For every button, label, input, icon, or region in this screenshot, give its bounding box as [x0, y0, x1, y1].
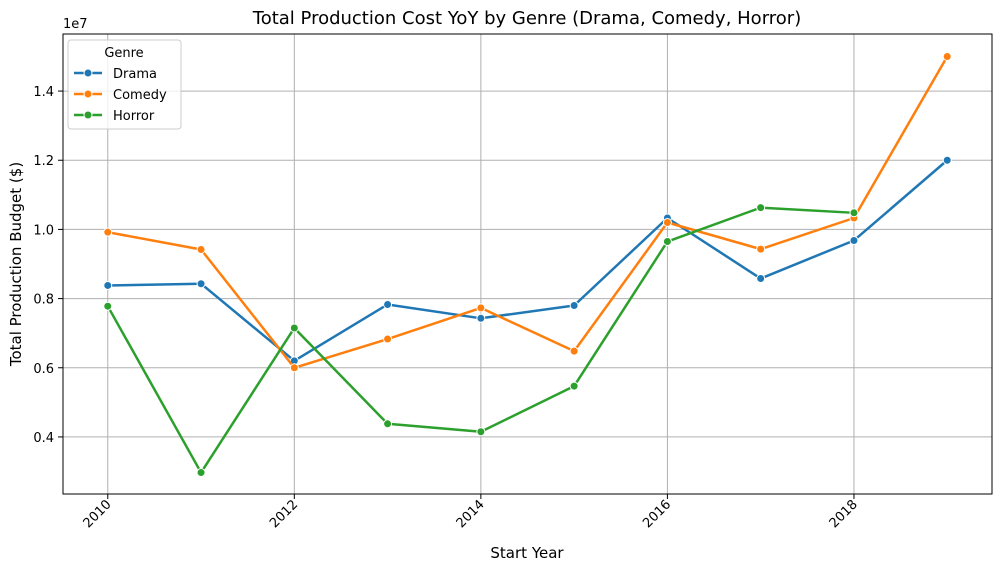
x-tick-label: 2018 [827, 497, 861, 531]
data-point-horror [849, 208, 859, 218]
x-tick-label: 2016 [640, 497, 674, 531]
y-tick-label: 0.4 [33, 431, 54, 446]
legend-marker-drama [83, 68, 93, 78]
series-lines [103, 51, 952, 478]
data-point-horror [476, 427, 486, 437]
data-point-drama [383, 299, 393, 309]
legend-title: Genre [104, 46, 143, 61]
chart-title: Total Production Cost YoY by Genre (Dram… [252, 8, 801, 29]
grid [63, 34, 992, 494]
data-point-comedy [103, 227, 113, 237]
legend-entry-comedy: Comedy [74, 88, 167, 103]
axis-ticks: 2010 2012 2014 2016 2018 0.4 0.6 0.8 1.0 1.2 1.4 [33, 85, 860, 531]
y-offset-label: 1e7 [63, 17, 88, 32]
data-point-comedy [569, 346, 579, 356]
y-tick-label: 0.6 [33, 362, 54, 377]
legend: Genre Drama Comedy Horror [67, 39, 182, 130]
legend-marker-comedy [83, 89, 93, 99]
x-tick-label: 2012 [267, 497, 301, 531]
data-point-drama [942, 155, 952, 165]
data-point-horror [383, 419, 393, 429]
x-axis-label: Start Year [490, 544, 564, 562]
x-tick-label: 2014 [454, 497, 488, 531]
data-point-horror [662, 237, 672, 247]
data-point-horror [569, 381, 579, 391]
data-point-comedy [476, 303, 486, 313]
data-point-comedy [289, 363, 299, 373]
plot-frame [62, 33, 993, 495]
data-point-comedy [383, 334, 393, 344]
data-point-comedy [662, 217, 672, 227]
legend-box [67, 39, 182, 130]
legend-label-comedy: Comedy [113, 88, 167, 103]
x-tick-label: 2010 [81, 497, 115, 531]
legend-label-drama: Drama [113, 67, 157, 82]
legend-marker-horror [83, 110, 93, 120]
data-point-drama [756, 274, 766, 284]
legend-entry-drama: Drama [74, 67, 157, 82]
data-point-drama [849, 235, 859, 245]
legend-label-horror: Horror [113, 109, 155, 124]
series-drama [103, 155, 952, 366]
y-tick-label: 1.2 [33, 154, 54, 169]
series-line-drama [107, 159, 949, 363]
data-point-drama [196, 279, 206, 289]
data-point-horror [103, 301, 113, 311]
data-point-comedy [196, 244, 206, 254]
data-point-horror [756, 203, 766, 213]
y-tick-label: 1.4 [33, 85, 54, 100]
y-axis-label: Total Production Budget ($) [7, 162, 25, 367]
series-horror [103, 203, 859, 478]
legend-entry-horror: Horror [74, 109, 155, 124]
series-line-comedy [107, 55, 949, 370]
data-point-drama [569, 301, 579, 311]
series-comedy [103, 51, 952, 373]
y-tick-label: 0.8 [33, 293, 54, 308]
data-point-drama [103, 280, 113, 290]
data-point-horror [289, 323, 299, 333]
data-point-horror [196, 468, 206, 478]
data-point-comedy [756, 244, 766, 254]
y-tick-label: 1.0 [33, 223, 54, 238]
data-point-comedy [942, 51, 952, 61]
data-point-drama [476, 313, 486, 323]
